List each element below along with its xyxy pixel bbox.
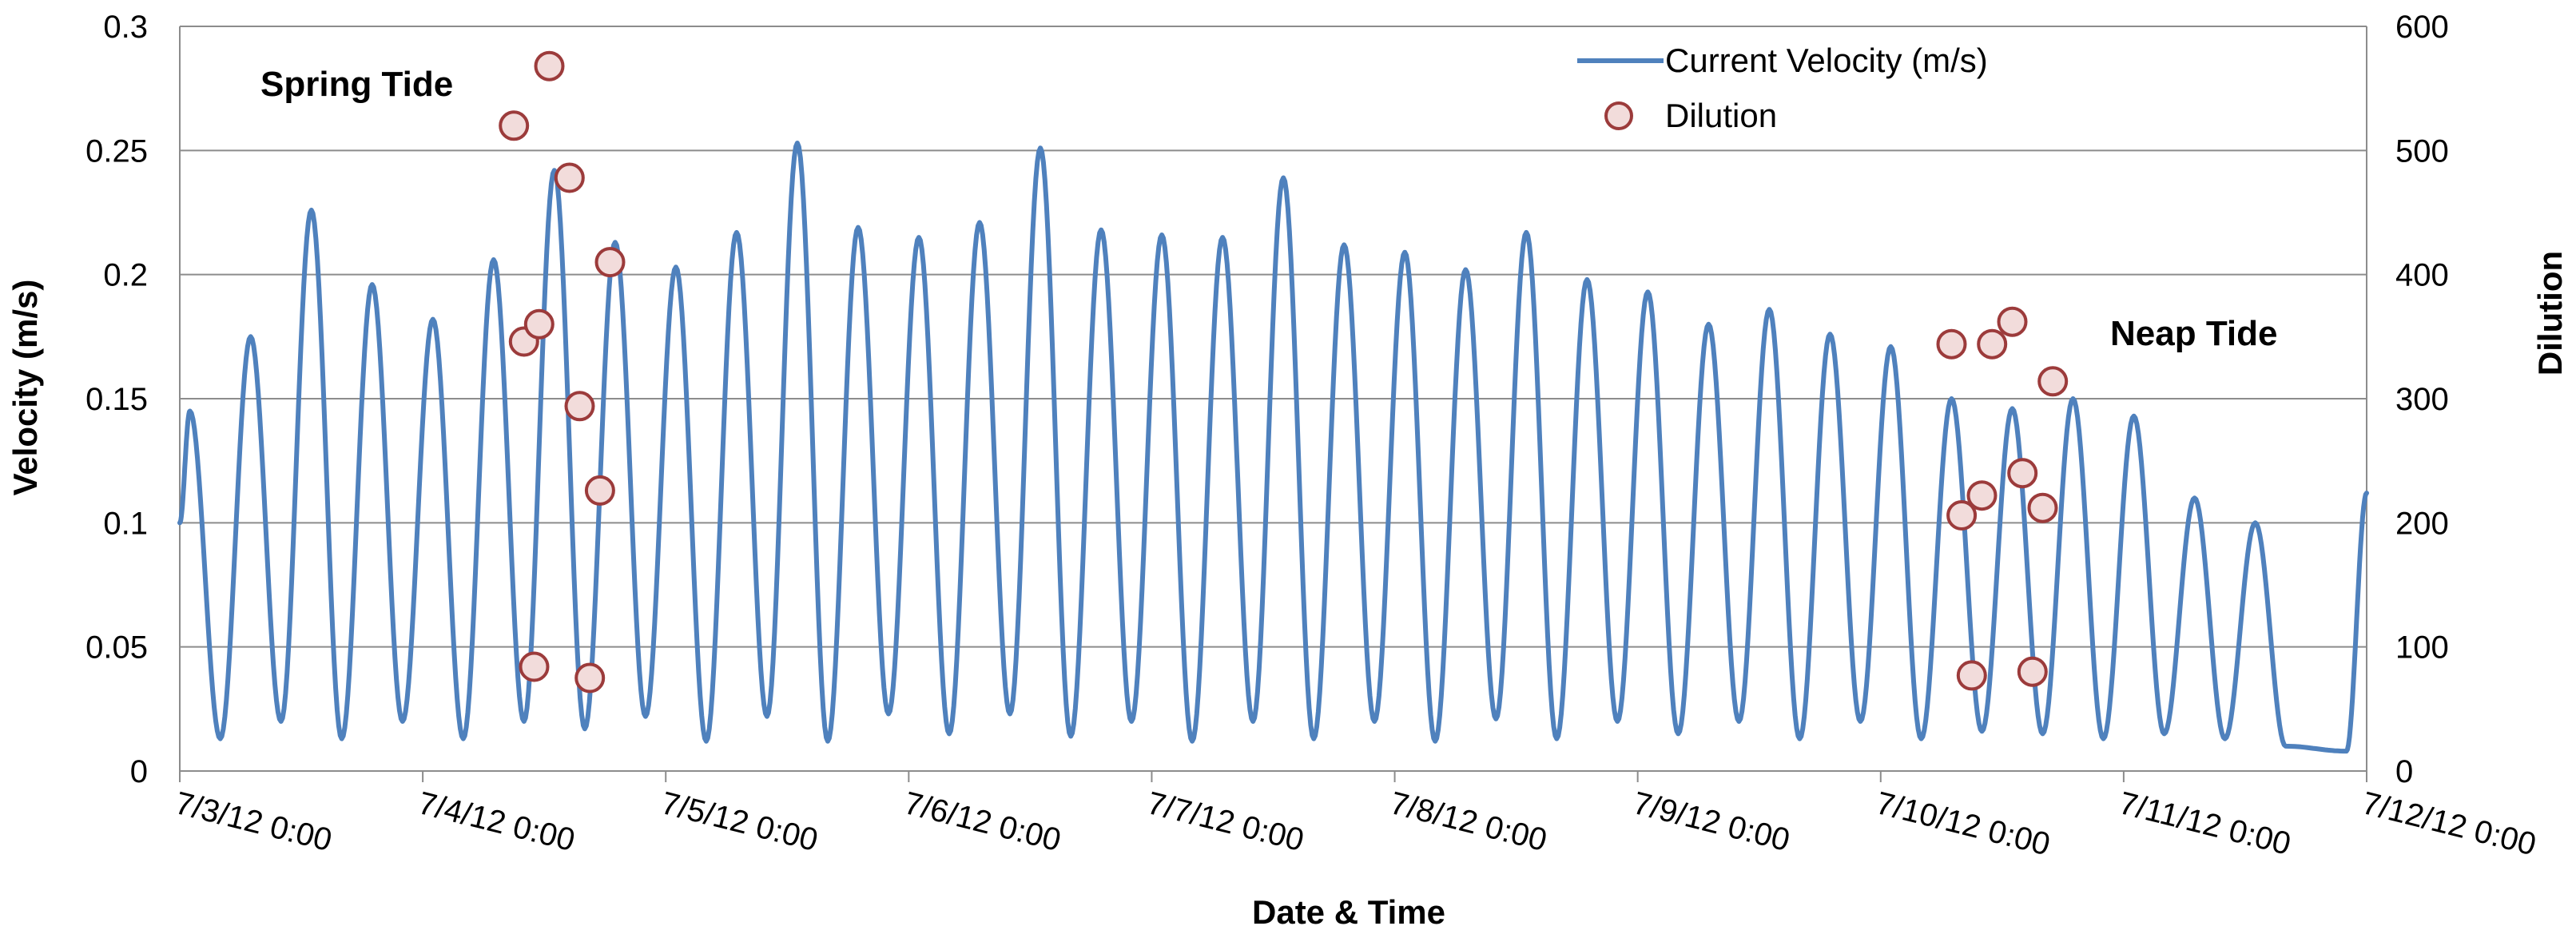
- y-axis-title: Velocity (m/s): [6, 280, 44, 496]
- y2-axis-title: Dilution: [2531, 251, 2569, 376]
- dilution-point: [2007, 458, 2038, 489]
- dilution-point: [523, 308, 555, 340]
- y2-tick-label: 300: [2395, 382, 2449, 417]
- x-axis-ticks: 7/3/12 0:00 7/4/12 0:00 7/5/12 0:00 7/6/12 …: [172, 771, 2539, 863]
- y-tick-label: 0.3: [103, 10, 148, 45]
- y-tick-label: 0.25: [85, 133, 148, 169]
- dilution-point: [564, 391, 595, 422]
- y-tick-label: 0.15: [85, 382, 148, 417]
- x-tick-label: 7/8/12 0:00: [1386, 785, 1550, 858]
- legend-label-velocity: Current Velocity (m/s): [1665, 42, 1988, 79]
- series-layer: [177, 141, 2369, 754]
- x-tick-label: 7/3/12 0:00: [172, 785, 336, 858]
- y2-tick-label: 100: [2395, 630, 2449, 666]
- velocity-line: [177, 141, 2369, 754]
- dilution-point: [499, 110, 530, 141]
- dilution-point: [1997, 306, 2028, 337]
- dilution-point: [554, 162, 585, 193]
- y-tick-label: 0: [130, 754, 148, 789]
- x-axis-title: Date & Time: [1252, 893, 1445, 931]
- dilution-point: [519, 651, 550, 682]
- legend-marker-dilution: [1604, 101, 1633, 130]
- dilution-point: [584, 475, 615, 506]
- y-tick-label: 0.1: [103, 506, 148, 541]
- dilution-point: [1956, 660, 1987, 691]
- dilution-points: [499, 50, 2069, 694]
- legend-label-dilution: Dilution: [1665, 97, 1777, 134]
- y2-tick-label: 500: [2395, 133, 2449, 169]
- dilution-point: [2037, 366, 2069, 397]
- x-tick-label: 7/11/12 0:00: [2116, 785, 2295, 862]
- dilution-point: [594, 247, 626, 278]
- dilution-point: [534, 50, 565, 81]
- x-tick-label: 7/7/12 0:00: [1143, 785, 1307, 858]
- y-tick-label: 0.05: [85, 630, 148, 666]
- y2-tick-label: 200: [2395, 506, 2449, 541]
- x-tick-label: 7/10/12 0:00: [1873, 785, 2053, 863]
- x-tick-label: 7/4/12 0:00: [415, 785, 578, 858]
- y-tick-label: 0.2: [103, 258, 148, 293]
- x-tick-label: 7/5/12 0:00: [658, 785, 821, 858]
- axes: [179, 26, 2367, 772]
- y2-axis-ticks: 0 100 200 300 400 500 600: [2395, 10, 2449, 789]
- x-tick-label: 7/9/12 0:00: [1629, 785, 1793, 858]
- annotation-spring-tide: Spring Tide: [260, 65, 453, 104]
- legend: Current Velocity (m/s) Dilution: [1577, 42, 1988, 134]
- y2-tick-label: 0: [2395, 754, 2413, 789]
- dilution-point: [2017, 656, 2048, 687]
- dilution-point: [1936, 328, 1967, 360]
- x-tick-label: 7/12/12 0:00: [2359, 785, 2539, 863]
- dilution-point: [2027, 492, 2058, 523]
- x-tick-label: 7/6/12 0:00: [900, 785, 1064, 858]
- y-axis-ticks: 0 0.05 0.1 0.15 0.2 0.25 0.3: [85, 10, 148, 789]
- dilution-point: [1946, 500, 1978, 531]
- y2-tick-label: 400: [2395, 258, 2449, 293]
- dilution-point: [1966, 480, 1998, 511]
- dilution-point: [574, 662, 606, 694]
- y2-tick-label: 600: [2395, 10, 2449, 45]
- annotation-neap-tide: Neap Tide: [2110, 314, 2277, 353]
- dilution-point: [1977, 328, 2008, 360]
